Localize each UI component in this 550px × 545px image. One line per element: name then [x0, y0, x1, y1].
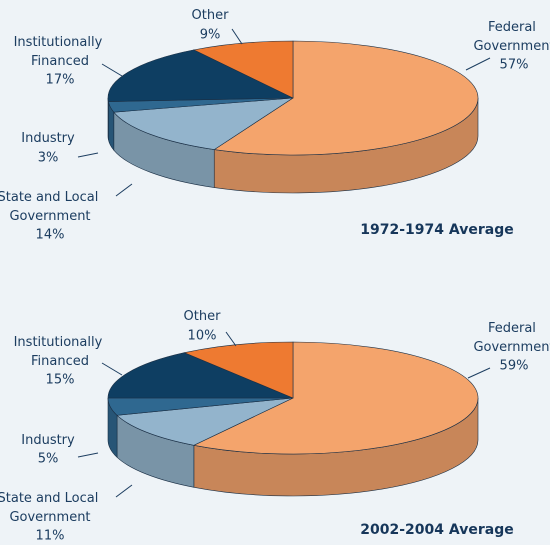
slice-label: Federal Government [473, 321, 550, 355]
label-line: Government [9, 209, 90, 224]
leader-line [115, 183, 133, 197]
leader-line [225, 331, 237, 347]
leader-line [467, 367, 491, 379]
leader-line [101, 362, 123, 376]
slice-value-label: 11% [36, 529, 65, 544]
slice-value-label: 5% [38, 452, 59, 467]
slice-label: State and Local Government [0, 190, 102, 224]
chart-title: 2002-2004 Average [360, 522, 513, 538]
slice-value-label: 17% [46, 73, 75, 88]
pie-slice [183, 341, 294, 399]
label-line: Government [473, 340, 550, 355]
label-line: Financed [31, 354, 89, 369]
label-line: State and Local [0, 491, 102, 506]
slice-label: Institutionally Financed [14, 35, 107, 69]
label-line: Government [473, 39, 550, 54]
label-line: State and Local [0, 190, 102, 205]
slice-label: Industry [21, 131, 75, 146]
slice-value-label: 10% [188, 329, 217, 344]
label-line: Industry [21, 433, 75, 448]
slice-label: Federal Government [473, 20, 550, 54]
leader-line [101, 63, 123, 77]
pie-slice [107, 352, 294, 399]
slice-value-label: 57% [500, 58, 529, 73]
pie-slice [113, 97, 294, 150]
slice-label: Industry [21, 433, 75, 448]
leader-line [465, 57, 491, 71]
label-line: Institutionally [14, 335, 107, 350]
slice-value-label: 15% [46, 373, 75, 388]
label-line: Institutionally [14, 35, 107, 50]
label-line: Financed [31, 54, 89, 69]
slice-label: Other [192, 8, 230, 23]
chart-title: 1972-1974 Average [360, 222, 513, 238]
label-line: Government [9, 510, 90, 525]
slice-value-label: 9% [200, 28, 221, 43]
leader-line [77, 452, 99, 458]
leader-line [77, 152, 99, 158]
leader-line [231, 28, 243, 45]
leader-line [115, 484, 133, 498]
pie-slice [107, 49, 294, 102]
label-line: Federal [488, 321, 540, 336]
slice-label: State and Local Government [0, 491, 102, 525]
label-line: Industry [21, 131, 75, 146]
pie-slice [116, 397, 294, 446]
slice-value-label: 14% [36, 228, 65, 243]
slice-label: Other [184, 309, 222, 324]
slice-value-label: 59% [500, 359, 529, 374]
label-line: Federal [488, 20, 540, 35]
label-line: Other [184, 309, 222, 324]
label-line: Other [192, 8, 230, 23]
slice-value-label: 3% [38, 151, 59, 166]
slice-label: Institutionally Financed [14, 335, 107, 369]
pie-slice [213, 40, 479, 156]
pie-slice [192, 341, 479, 455]
